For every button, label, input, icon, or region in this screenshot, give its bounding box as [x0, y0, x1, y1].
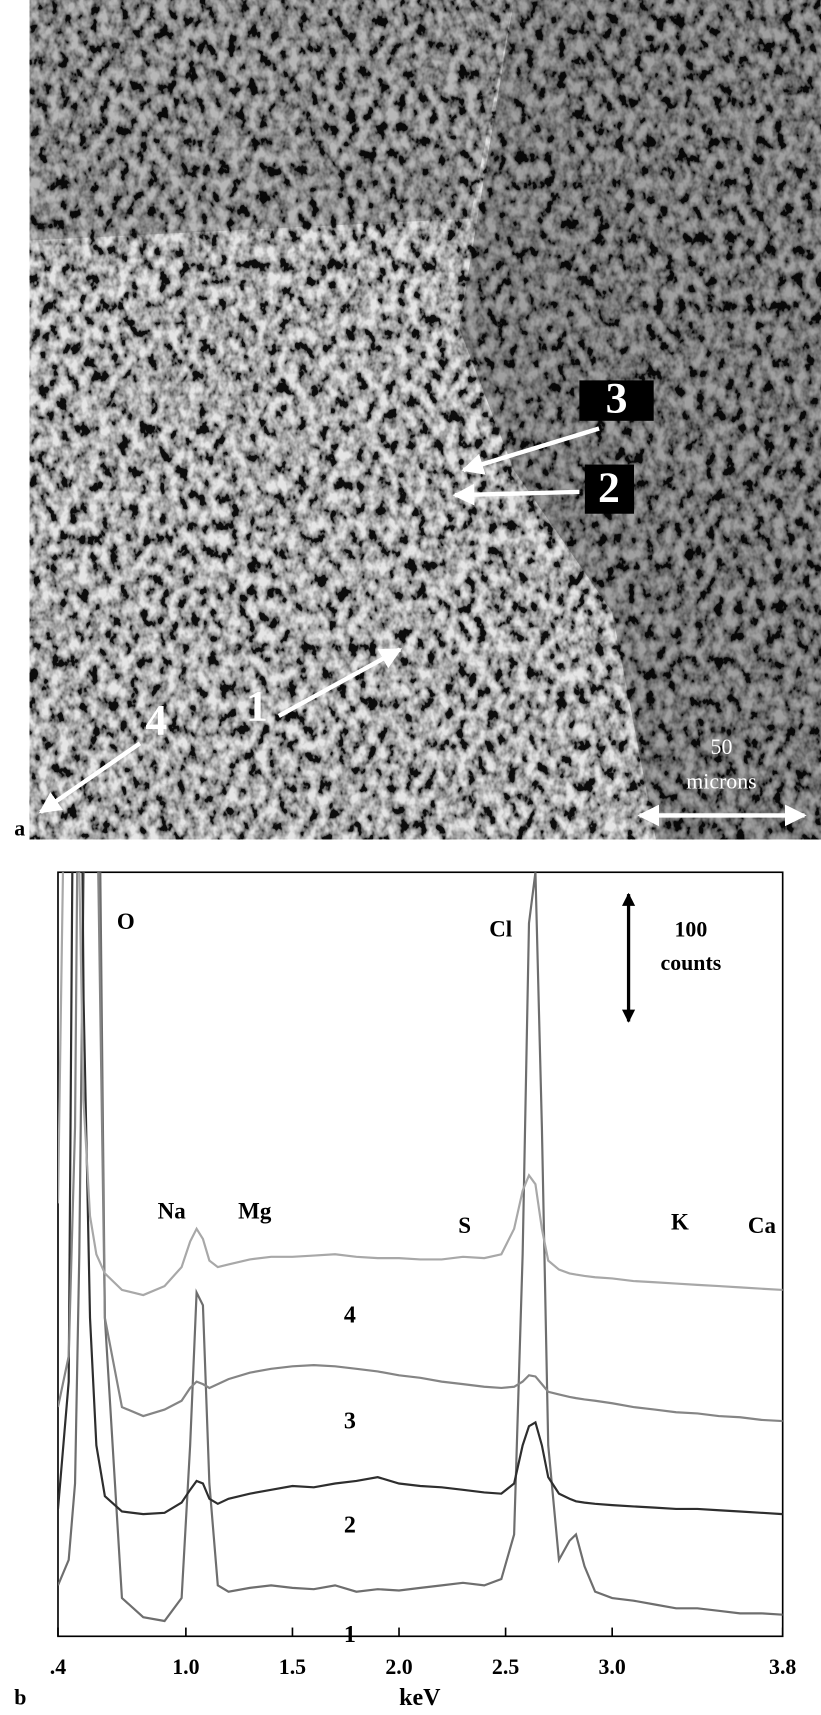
x-tick-label: 1.5 [279, 1655, 306, 1679]
series-label: 4 [344, 1303, 356, 1329]
plot-frame [58, 872, 783, 1636]
element-label: O [117, 909, 135, 934]
x-tick-label: .4 [50, 1655, 66, 1679]
sem-image: 1 2 3 4 50 microns [30, 0, 821, 839]
scale-value: 50 [711, 735, 733, 759]
element-label: Mg [238, 1199, 272, 1224]
image-shadow [30, 0, 514, 240]
panel-label: b [14, 1686, 26, 1710]
x-tick-label: 2.5 [492, 1655, 519, 1679]
count-scale-unit: counts [661, 951, 722, 975]
x-tick-label: 3.8 [769, 1655, 796, 1679]
element-label: Ca [748, 1213, 777, 1238]
count-scale-value: 100 [674, 917, 707, 941]
element-label: S [458, 1213, 471, 1238]
element-label: Na [158, 1199, 187, 1224]
series-label: 2 [344, 1513, 356, 1539]
x-tick-label: 1.0 [172, 1655, 199, 1679]
panel-label: a [14, 817, 25, 841]
marker-label: 1 [246, 683, 268, 731]
series-label: 3 [344, 1409, 356, 1435]
marker-label: 4 [145, 697, 167, 745]
marker-label: 2 [598, 464, 620, 512]
marker-label: 3 [606, 374, 628, 422]
element-label: K [671, 1209, 689, 1234]
element-label: Cl [489, 917, 512, 942]
page: 1 2 3 4 50 microns a b keV .4 1.0 1.5 2.0 2.… [0, 0, 821, 1715]
figure: 1 2 3 4 50 microns a b keV .4 1.0 1.5 2.0 2.… [0, 0, 821, 1715]
x-tick-label: 3.0 [599, 1655, 626, 1679]
scale-unit: microns [686, 770, 756, 794]
x-tick-label: 2.0 [385, 1655, 412, 1679]
series-label: 1 [344, 1622, 356, 1648]
x-axis-label: keV [399, 1685, 441, 1711]
